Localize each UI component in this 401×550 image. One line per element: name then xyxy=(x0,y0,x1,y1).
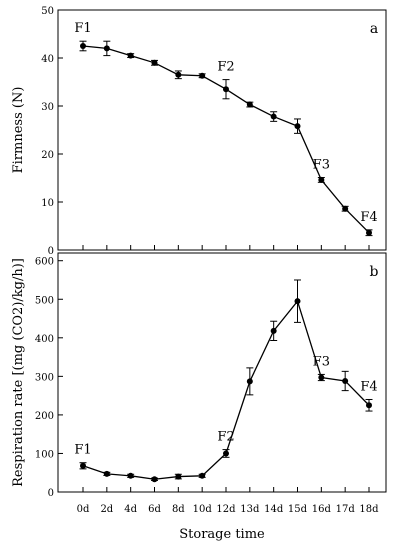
y-tick-label: 500 xyxy=(35,295,54,306)
data-point xyxy=(294,298,301,305)
data-point xyxy=(127,52,134,59)
annotation-label: F2 xyxy=(217,60,234,75)
y-tick-label: 0 xyxy=(48,488,54,499)
x-tick-label: 17d xyxy=(336,504,356,515)
x-axis-title: Storage time xyxy=(179,527,265,542)
firmness-panel: 0 10 20 30 40 50 Firmness (N) a F1 F2 F3 F4 xyxy=(11,6,387,257)
plot-frame xyxy=(57,252,387,493)
annotation-label: F2 xyxy=(217,430,234,445)
x-tick-label: 10d xyxy=(193,504,213,515)
data-point xyxy=(342,377,349,384)
x-tick-label: 6d xyxy=(148,504,161,515)
data-point xyxy=(366,402,372,409)
y-tick-label: 40 xyxy=(41,54,54,65)
x-tick-label: 14d xyxy=(264,504,284,515)
data-point xyxy=(270,113,277,120)
data-point xyxy=(318,176,325,183)
x-tick-label: 0d xyxy=(77,504,90,515)
annotation-label: F1 xyxy=(74,21,91,36)
y-tick-label: 0 xyxy=(48,246,54,257)
x-tick-label: 13d xyxy=(240,504,260,515)
y-axis-title: Respiration rate [(mg (CO2)/kg/h)] xyxy=(11,258,26,487)
annotation-label: F4 xyxy=(360,210,377,225)
data-point xyxy=(342,205,349,212)
annotation-label: F4 xyxy=(360,379,377,394)
y-tick-label: 300 xyxy=(35,372,54,383)
data-point xyxy=(223,450,229,457)
data-point xyxy=(80,43,86,49)
y-tick-label: 10 xyxy=(41,198,54,209)
y-tick-label: 600 xyxy=(35,257,54,268)
data-point xyxy=(246,101,253,108)
data-point xyxy=(270,327,277,334)
y-tick-label: 400 xyxy=(35,334,54,345)
data-point xyxy=(318,374,325,381)
annotation-label: F1 xyxy=(74,443,91,458)
data-point xyxy=(223,86,229,93)
data-point xyxy=(246,378,253,385)
data-point xyxy=(80,462,86,469)
data-point xyxy=(366,229,372,236)
y-tick-label: 50 xyxy=(41,6,54,17)
y-tick-label: 20 xyxy=(41,150,54,161)
x-tick-label: 18d xyxy=(359,504,379,515)
y-tick-label: 30 xyxy=(41,102,54,113)
plot-frame xyxy=(57,9,387,251)
panel-label: a xyxy=(370,21,378,37)
data-point xyxy=(294,123,301,130)
data-point xyxy=(103,45,110,52)
x-tick-label: 12d xyxy=(216,504,236,515)
data-point xyxy=(127,472,134,479)
data-point xyxy=(199,472,206,479)
annotation-label: F3 xyxy=(313,158,330,173)
data-point xyxy=(151,476,158,483)
panel-label: b xyxy=(370,264,379,280)
respiration-panel: 0 100 200 300 400 500 600 Respiration rate [(mg… xyxy=(11,252,387,499)
y-axis-title: Firmness (N) xyxy=(11,87,26,174)
y-tick-label: 100 xyxy=(35,449,54,460)
data-point xyxy=(151,59,158,66)
data-point xyxy=(175,71,182,78)
x-tick-label: 8d xyxy=(172,504,185,515)
data-point xyxy=(175,473,182,480)
x-tick-label: 4d xyxy=(124,504,137,515)
x-axis: 0d 2d 4d 6d 8d 10d 12d 13d 14d 15d 16d 17d 18d xyxy=(77,504,380,515)
data-point xyxy=(103,470,110,477)
annotation-label: F3 xyxy=(313,354,330,369)
data-point xyxy=(199,72,206,79)
x-tick-label: 15d xyxy=(288,504,308,515)
x-tick-label: 2d xyxy=(100,504,113,515)
y-tick-label: 200 xyxy=(35,411,54,422)
x-tick-label: 16d xyxy=(312,504,332,515)
